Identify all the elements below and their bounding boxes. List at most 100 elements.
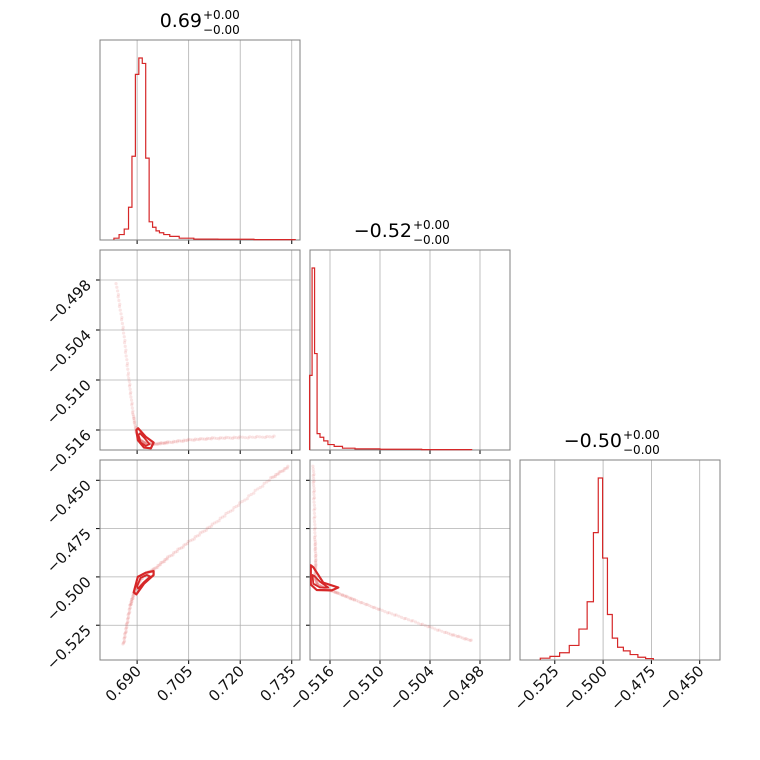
scatter-point (272, 475, 276, 479)
y-tick-label: −0.500 (43, 573, 95, 625)
scatter-point (128, 606, 132, 610)
scatter-point (427, 624, 432, 629)
x-tick-label: 0.720 (205, 662, 248, 705)
scatter-point (357, 600, 361, 604)
scatter-point (122, 640, 126, 644)
scatter-point (133, 424, 137, 428)
scatter-point (339, 592, 343, 597)
scatter-point (365, 602, 369, 606)
scatter-point (468, 638, 472, 643)
scatter-point (118, 302, 122, 306)
scatter-point (127, 376, 131, 380)
scatter-point (132, 414, 136, 418)
scatter-point (124, 354, 128, 358)
scatter-point (126, 367, 130, 371)
scatter-point (125, 621, 130, 625)
scatter-point (349, 596, 353, 600)
scatter-point (169, 553, 173, 558)
scatter-point (279, 469, 283, 474)
scatter-point (344, 594, 348, 598)
scatter-point (461, 636, 465, 640)
scatter-point (123, 635, 127, 639)
histogram-bin (579, 629, 587, 660)
scatter-point (228, 436, 233, 440)
x-tick-label: 0.705 (153, 662, 196, 705)
scatter-point (270, 435, 275, 439)
scatter-point (286, 464, 290, 468)
scatter-point (344, 595, 348, 599)
scatter-point (130, 597, 135, 601)
scatter-point (349, 597, 353, 601)
scatter-point (247, 494, 251, 498)
x-tick-label: 0.690 (102, 662, 145, 705)
scatter-point (125, 364, 129, 368)
scatter-point (364, 603, 368, 607)
scatter-point (275, 472, 279, 476)
title-upper-error: +0.00 (203, 8, 240, 22)
scatter-point (131, 596, 135, 600)
scatter-panel-1-2: −0.516−0.510−0.504−0.498 (286, 459, 511, 714)
scatter-point (456, 635, 460, 639)
panel-layer: −0.525−0.500−0.475−0.450−0.516−0.510−0.5… (43, 39, 721, 714)
scatter-point (268, 435, 272, 439)
scatter-point (126, 620, 130, 624)
scatter-point (220, 515, 225, 519)
density-contour (136, 574, 152, 590)
scatter-point (409, 619, 413, 623)
scatter-point (159, 441, 163, 445)
histogram-bin (612, 638, 617, 660)
scatter-point (446, 631, 450, 635)
scatter-point (256, 487, 260, 491)
scatter-point (126, 613, 130, 617)
panel-title-2: −0.50 +0.00−0.00 (564, 428, 660, 457)
scatter-point (313, 554, 317, 558)
scatter-point (207, 436, 211, 441)
histogram-bin (139, 58, 142, 240)
scatter-point (312, 527, 317, 532)
panel-frame (99, 249, 301, 451)
scatter-point (240, 499, 244, 504)
histogram-bin (598, 478, 602, 660)
scatter-point (178, 439, 182, 443)
scatter-point (123, 632, 127, 636)
scatter-point (312, 508, 316, 512)
scatter-point (390, 612, 394, 616)
scatter-point (352, 598, 356, 602)
scatter-point (423, 623, 427, 628)
scatter-point (163, 440, 167, 445)
scatter-point (121, 327, 125, 331)
scatter-point (273, 474, 277, 479)
scatter-point (119, 318, 124, 322)
scatter-point (132, 420, 136, 424)
histogram-bin (607, 615, 612, 661)
scatter-point (116, 292, 121, 297)
scatter-point (463, 637, 467, 641)
scatter-point (334, 591, 339, 595)
scatter-point (122, 639, 127, 643)
scatter-point (341, 593, 345, 597)
scatter-point (205, 436, 209, 440)
scatter-point (351, 597, 355, 601)
scatter-point (182, 543, 186, 547)
scatter-point (188, 539, 192, 543)
density-contour (135, 427, 155, 450)
scatter-point (411, 619, 415, 623)
scatter-point (200, 530, 204, 534)
scatter-point (116, 295, 120, 299)
scatter-point (466, 637, 470, 642)
title-lower-error: −0.00 (623, 443, 660, 457)
histogram-bin (159, 233, 163, 240)
y-tick-label: −0.475 (43, 525, 95, 577)
scatter-points (114, 281, 276, 450)
scatter-point (132, 416, 136, 420)
scatter-point (197, 533, 201, 537)
scatter-point (127, 611, 131, 615)
scatter-point (190, 538, 194, 542)
scatter-point (176, 439, 180, 443)
scatter-point (128, 607, 132, 611)
scatter-point (340, 593, 344, 597)
panel-frame (519, 459, 721, 661)
scatter-point (120, 321, 124, 326)
scatter-point (430, 626, 434, 630)
